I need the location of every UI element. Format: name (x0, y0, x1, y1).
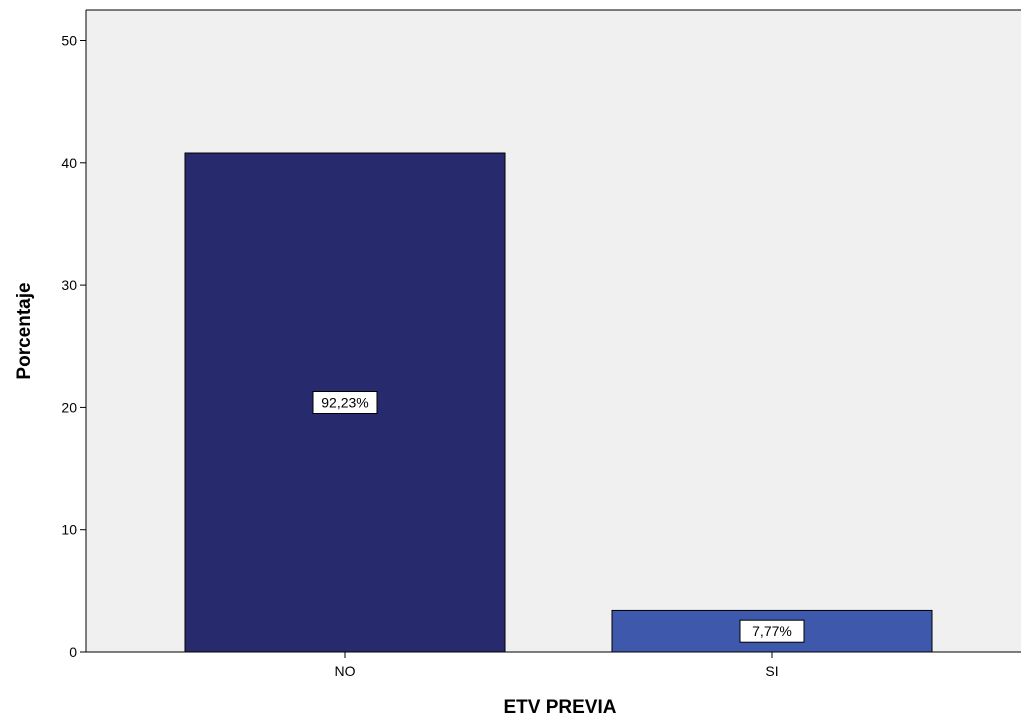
data-labels: 92,23% 7,77% (312, 391, 805, 643)
data-label-box (312, 391, 378, 415)
data-label-text: 7,77% (752, 623, 792, 639)
data-label-text: 92,23% (321, 395, 368, 411)
y-tick-label: 50 (61, 33, 77, 49)
y-axis-title: Porcentaje (14, 282, 35, 379)
data-label-si: 7,77% (739, 619, 805, 643)
x-axis-title: ETV PREVIA (504, 697, 617, 716)
data-label-box (739, 619, 805, 643)
x-tick-label: NO (335, 663, 356, 679)
x-tick-label: SI (765, 663, 778, 679)
y-tick-label: 40 (61, 155, 77, 171)
y-tick-label: 30 (61, 277, 77, 293)
y-ticks: 0 10 20 30 40 50 (61, 33, 86, 660)
y-tick-label: 10 (61, 522, 77, 538)
y-tick-label: 20 (61, 399, 77, 415)
data-label-no: 92,23% (312, 391, 378, 415)
y-tick-label: 0 (69, 644, 77, 660)
x-ticks: NO SI (335, 652, 779, 679)
